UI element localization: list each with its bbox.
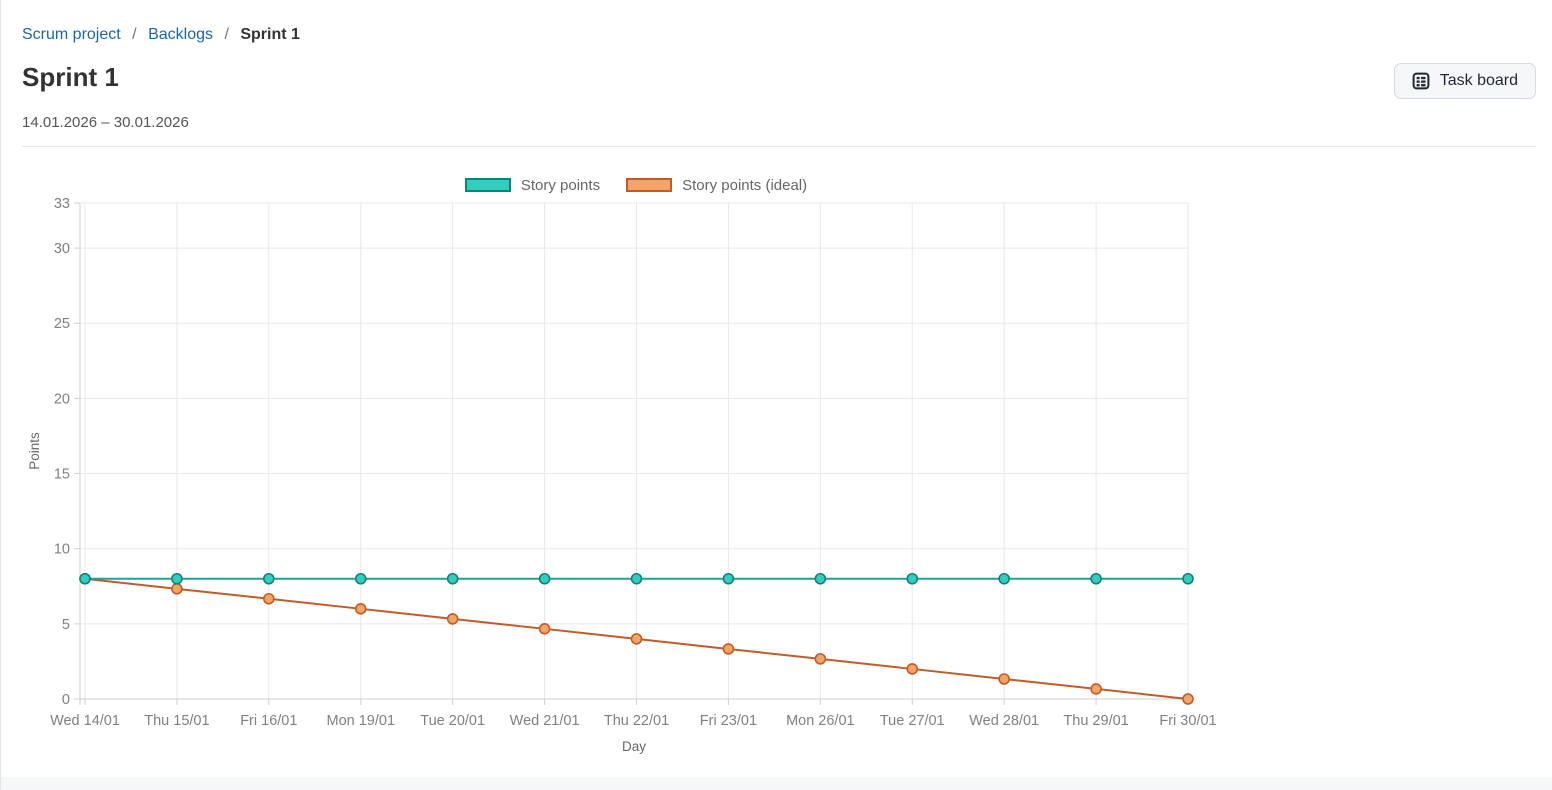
svg-text:Fri 23/01: Fri 23/01 bbox=[700, 713, 757, 729]
svg-text:Wed 21/01: Wed 21/01 bbox=[510, 713, 580, 729]
svg-text:Thu 22/01: Thu 22/01 bbox=[604, 713, 669, 729]
svg-text:Day: Day bbox=[622, 739, 646, 754]
task-board-label: Task board bbox=[1439, 72, 1518, 89]
divider bbox=[22, 146, 1536, 147]
burndown-chart-area: Story points Story points (ideal) 0 5 10 15… bbox=[22, 176, 1250, 773]
svg-text:Tue 20/01: Tue 20/01 bbox=[420, 713, 485, 729]
svg-text:Fri 16/01: Fri 16/01 bbox=[240, 713, 297, 729]
page-header: Sprint 1 Task board bbox=[22, 62, 1536, 99]
legend-item-story-points[interactable]: Story points bbox=[464, 176, 601, 194]
svg-text:33: 33 bbox=[54, 196, 70, 212]
svg-text:25: 25 bbox=[54, 316, 70, 332]
legend-swatch-story-points-ideal bbox=[626, 178, 673, 192]
svg-text:Tue 27/01: Tue 27/01 bbox=[880, 713, 945, 729]
svg-text:Thu 15/01: Thu 15/01 bbox=[144, 713, 209, 729]
breadcrumb-separator: / bbox=[224, 26, 229, 43]
svg-text:15: 15 bbox=[54, 467, 70, 483]
svg-text:Points: Points bbox=[27, 432, 42, 470]
chart-legend: Story points Story points (ideal) bbox=[22, 176, 1250, 194]
svg-text:0: 0 bbox=[62, 692, 70, 708]
svg-text:5: 5 bbox=[62, 617, 70, 633]
footer-strip bbox=[1, 777, 1552, 790]
svg-text:Fri 30/01: Fri 30/01 bbox=[1159, 713, 1216, 729]
legend-label-story-points-ideal: Story points (ideal) bbox=[682, 176, 808, 194]
svg-text:20: 20 bbox=[54, 391, 70, 407]
breadcrumb-link-scrum-project[interactable]: Scrum project bbox=[22, 26, 121, 43]
page-title: Sprint 1 bbox=[22, 62, 119, 92]
svg-text:Mon 26/01: Mon 26/01 bbox=[786, 713, 855, 729]
legend-item-story-points-ideal[interactable]: Story points (ideal) bbox=[626, 177, 807, 194]
svg-text:Wed 14/01: Wed 14/01 bbox=[50, 713, 120, 729]
breadcrumb: Scrum project / Backlogs / Sprint 1 bbox=[22, 0, 1536, 44]
burndown-chart[interactable]: 0 5 10 15 20 25 30 33 Wed 14/01 Thu 15/01 Fri 16/0… bbox=[22, 194, 1250, 768]
legend-label-story-points: Story points bbox=[520, 176, 601, 194]
task-board-button[interactable]: Task board bbox=[1393, 63, 1536, 99]
svg-text:Thu 29/01: Thu 29/01 bbox=[1063, 713, 1128, 729]
svg-text:30: 30 bbox=[54, 241, 70, 257]
svg-text:10: 10 bbox=[54, 542, 70, 558]
legend-swatch-story-points bbox=[464, 178, 511, 192]
breadcrumb-separator: / bbox=[132, 26, 137, 43]
svg-text:Wed 28/01: Wed 28/01 bbox=[969, 713, 1039, 729]
sprint-date-range: 14.01.2026 – 30.01.2026 bbox=[22, 114, 189, 131]
breadcrumb-link-backlogs[interactable]: Backlogs bbox=[148, 26, 213, 43]
breadcrumb-current: Sprint 1 bbox=[240, 26, 300, 43]
svg-text:Mon 19/01: Mon 19/01 bbox=[326, 713, 395, 729]
taskboard-icon bbox=[1412, 72, 1430, 90]
